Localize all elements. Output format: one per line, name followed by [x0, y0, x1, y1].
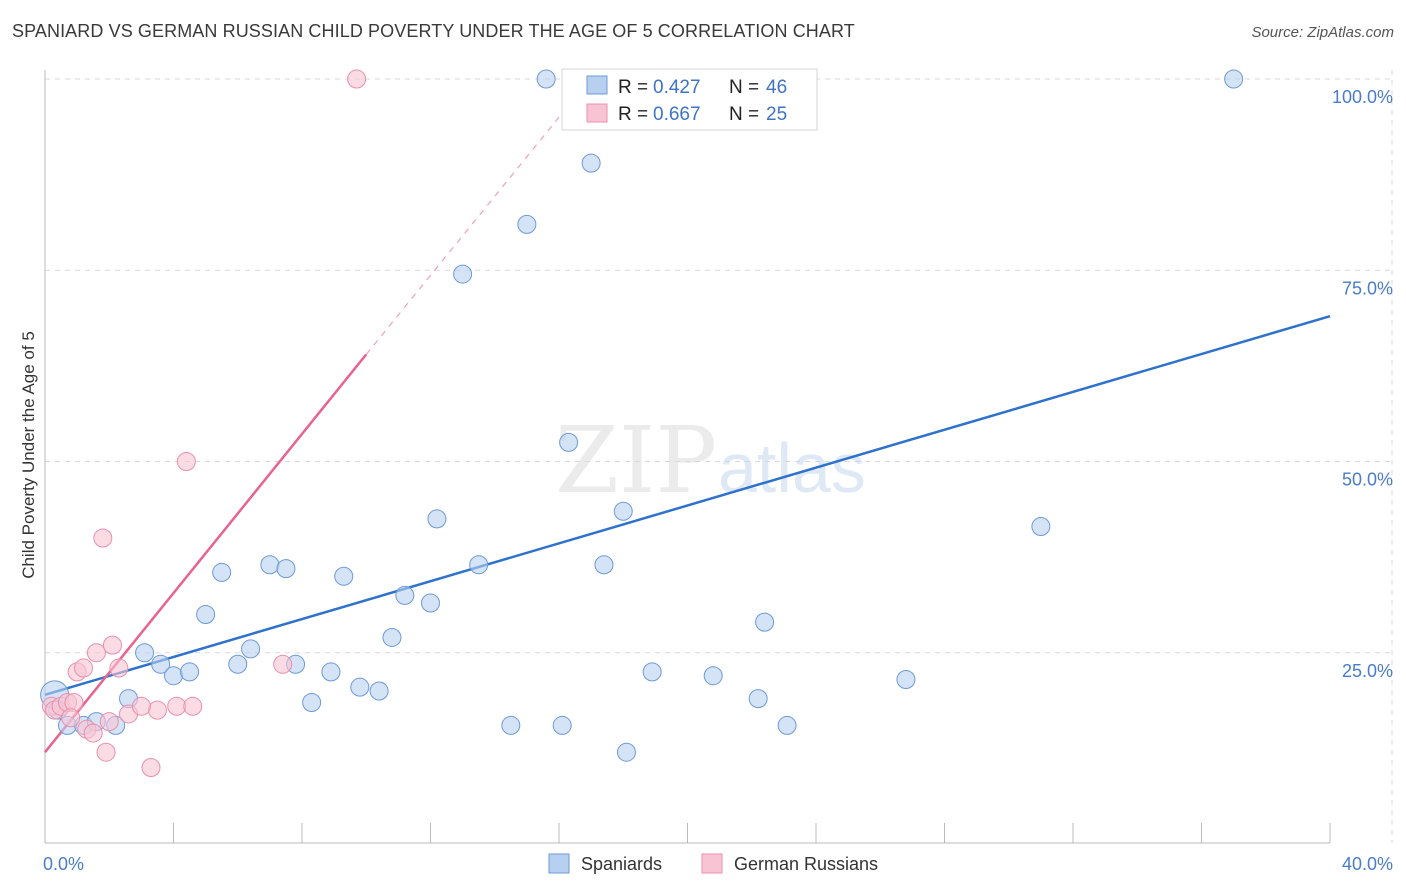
- point-spaniards: [276, 559, 296, 579]
- legend-n-value-1: 46: [766, 77, 787, 98]
- point-spaniards: [536, 69, 556, 89]
- point-spaniards: [642, 662, 662, 682]
- point-spaniards: [703, 666, 723, 686]
- point-spaniards: [581, 153, 601, 173]
- point-spaniards: [180, 662, 200, 682]
- point-spaniards: [212, 562, 232, 582]
- point-german-russians: [93, 528, 113, 548]
- point-spaniards: [594, 555, 614, 575]
- point-german-russians: [83, 723, 103, 743]
- point-spaniards: [350, 677, 370, 697]
- watermark-atlas: atlas: [718, 429, 866, 507]
- y-tick-label: 50.0%: [1342, 470, 1393, 490]
- trend-lines: [44, 116, 1331, 753]
- point-spaniards: [748, 689, 768, 709]
- point-german-russians: [273, 654, 293, 674]
- watermark: ZIP atlas: [555, 407, 866, 514]
- correlation-legend: R = 0.427 N = 46 R = 0.667 N = 25: [561, 68, 818, 131]
- point-german-russians: [102, 635, 122, 655]
- trend-line-spaniards: [44, 314, 1331, 697]
- point-german-russians: [167, 696, 187, 716]
- y-tick-label: 100.0%: [1332, 87, 1393, 107]
- legend-r-value-1: 0.427: [653, 77, 701, 98]
- point-spaniards: [1031, 517, 1051, 537]
- point-spaniards: [302, 692, 322, 712]
- point-german-russians: [96, 742, 116, 762]
- point-german-russians: [109, 658, 129, 678]
- point-spaniards: [501, 715, 521, 735]
- point-spaniards: [552, 715, 572, 735]
- point-spaniards: [469, 555, 489, 575]
- point-spaniards: [241, 639, 261, 659]
- series-legend: Spaniards German Russians: [548, 853, 878, 874]
- point-spaniards: [427, 509, 447, 529]
- point-german-russians: [74, 658, 94, 678]
- point-spaniards: [382, 627, 402, 647]
- legend-r-value-2: 0.667: [653, 104, 701, 125]
- y-tick-label: 25.0%: [1342, 661, 1393, 681]
- point-spaniards: [164, 666, 183, 686]
- grid: [45, 70, 1393, 843]
- point-german-russians: [86, 643, 106, 663]
- axes: [44, 70, 1331, 844]
- point-spaniards: [196, 605, 216, 624]
- bottom-legend-swatch-german-russians: [701, 853, 723, 874]
- bottom-legend-swatch-spaniards: [548, 853, 570, 874]
- point-spaniards: [395, 585, 415, 605]
- x-tick-label-max: 40.0%: [1342, 854, 1393, 874]
- point-spaniards: [616, 742, 636, 762]
- point-spaniards: [559, 432, 579, 452]
- legend-n-label-1: N =: [729, 77, 759, 98]
- point-german-russians: [99, 712, 119, 732]
- point-spaniards: [151, 654, 171, 674]
- point-spaniards: [334, 566, 354, 586]
- chart-title: SPANIARD VS GERMAN RUSSIAN CHILD POVERTY…: [12, 21, 855, 41]
- bottom-legend-label-spaniards: Spaniards: [581, 854, 662, 874]
- legend-swatch-german-russians: [586, 103, 608, 123]
- legend-r-label-2: R =: [618, 104, 648, 125]
- point-spaniards: [613, 501, 633, 521]
- point-spaniards: [228, 654, 248, 674]
- legend-r-label-1: R =: [618, 77, 648, 98]
- y-tick-label: 75.0%: [1342, 278, 1393, 298]
- point-spaniards: [777, 715, 797, 735]
- trend-line-german-russians: [44, 353, 368, 753]
- point-spaniards: [896, 670, 916, 690]
- point-spaniards: [453, 264, 473, 284]
- legend-swatch-spaniards: [586, 75, 608, 95]
- point-spaniards: [755, 612, 775, 632]
- chart-source: Source: ZipAtlas.com: [1251, 24, 1394, 41]
- point-german-russians: [131, 696, 151, 716]
- trend-extension-german-russians: [365, 116, 560, 355]
- point-german-russians: [183, 696, 203, 716]
- point-german-russians: [64, 692, 84, 712]
- watermark-zip: ZIP: [555, 407, 717, 514]
- point-german-russians: [347, 69, 367, 89]
- data-points: [40, 69, 1244, 777]
- y-axis-label: Child Poverty Under the Age of 5: [19, 331, 38, 579]
- point-german-russians: [147, 700, 167, 720]
- point-german-russians: [176, 452, 196, 471]
- point-german-russians: [61, 708, 81, 728]
- point-german-russians: [141, 758, 161, 777]
- legend-n-label-2: N =: [729, 104, 759, 125]
- point-spaniards: [517, 214, 537, 234]
- point-spaniards: [369, 681, 389, 701]
- point-spaniards: [135, 643, 155, 663]
- point-spaniards: [321, 662, 341, 682]
- bottom-legend-label-german-russians: German Russians: [734, 854, 878, 874]
- legend-n-value-2: 25: [766, 104, 787, 125]
- tick-labels: 25.0% 50.0% 75.0% 100.0% 0.0% 40.0%: [43, 87, 1393, 874]
- point-spaniards: [421, 593, 440, 613]
- point-spaniards: [1224, 69, 1244, 89]
- x-tick-label-min: 0.0%: [43, 854, 84, 874]
- point-spaniards: [260, 555, 280, 575]
